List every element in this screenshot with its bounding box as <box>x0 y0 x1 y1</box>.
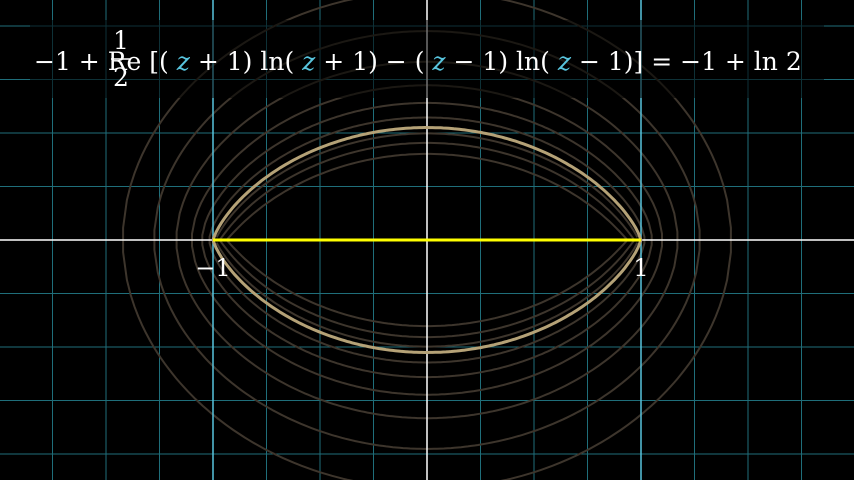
faint-level-curve <box>201 101 653 379</box>
faint-level-curve <box>208 116 646 364</box>
variable-z: z <box>431 47 446 76</box>
equation: 1 2 −1 + Re [( z + 1) ln( z + 1) − ( z −… <box>30 20 824 98</box>
equation-term: + 1) ln( <box>198 47 294 76</box>
equation-lhs-constant: −1 + <box>34 47 108 76</box>
faint-level-curve <box>122 0 732 480</box>
axis-label-minus-one: −1 <box>195 254 230 282</box>
fraction-denominator: 2 <box>113 63 129 92</box>
equation-re-open: Re [( <box>108 47 169 76</box>
equation-backdrop <box>30 20 824 98</box>
equation-rhs: − 1)] = −1 + ln 2 <box>579 47 802 76</box>
axis-label-one: 1 <box>633 254 648 282</box>
equation-line: −1 + Re [( z + 1) ln( z + 1) − ( z − 1) … <box>34 47 802 76</box>
equation-term: + 1) − ( <box>323 47 424 76</box>
highlighted-level-curve <box>211 126 643 354</box>
variable-z: z <box>301 47 316 76</box>
variable-z: z <box>176 47 191 76</box>
equation-term: − 1) ln( <box>454 47 550 76</box>
variable-z: z <box>557 47 572 76</box>
fraction-numerator: 1 <box>113 26 129 55</box>
